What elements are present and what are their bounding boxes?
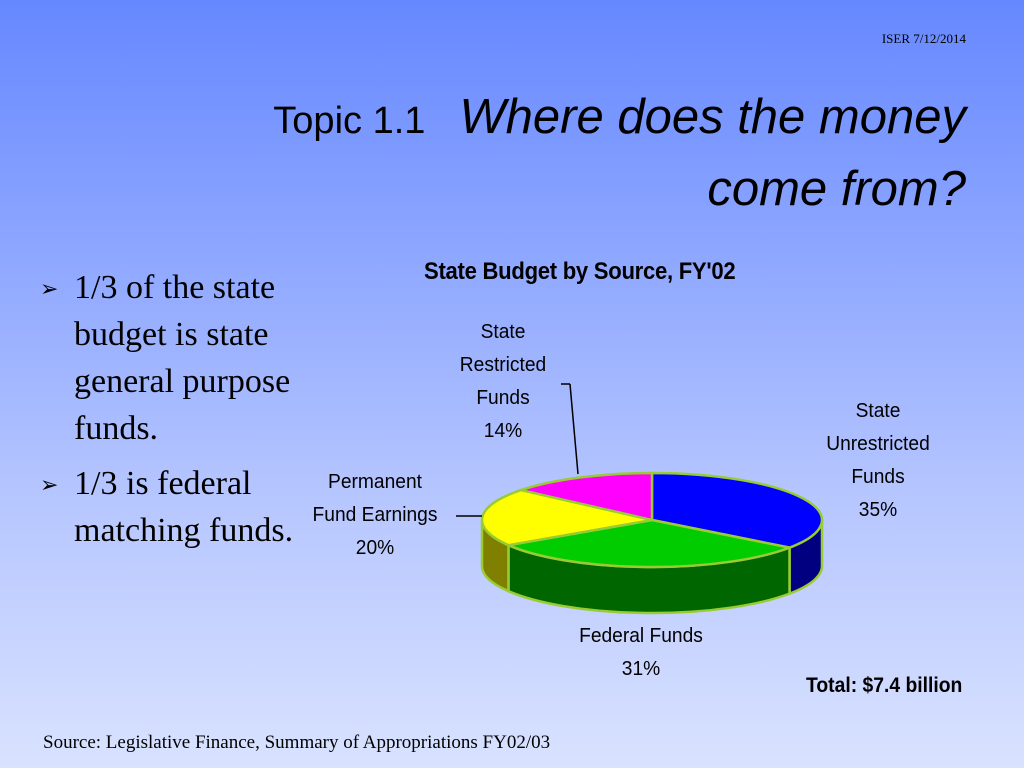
restricted-leader-line [569, 383, 579, 475]
bullet-text: 1/3 of the state budget is state general… [74, 269, 291, 447]
pie-slice [516, 471, 654, 522]
pie-slice [650, 471, 824, 549]
date-stamp: ISER 7/12/2014 [881, 31, 966, 46]
restricted-label: State Restricted Funds 14% [459, 321, 547, 442]
permanent-label: Permanent Fund Earnings 20% [312, 471, 438, 559]
slide-title: Topic 1.1 Where does the money come from? [146, 82, 966, 218]
title-question-line1: Where does the money [459, 90, 966, 144]
bullet-list: ➢ 1/3 of the state budget is state gener… [38, 264, 338, 562]
chart-title: State Budget by Source, FY'02 [424, 258, 736, 285]
arrow-bullet-icon: ➢ [40, 472, 59, 497]
topic-label: Topic 1.1 [273, 100, 426, 142]
bullet-item: ➢ 1/3 is federal matching funds. [38, 460, 338, 554]
pie-slice [480, 488, 653, 547]
unrestricted-label: State Unrestricted Funds 35% [826, 400, 930, 521]
source-footnote: Source: Legislative Finance, Summary of … [43, 732, 551, 753]
bullet-text: 1/3 is federal matching funds. [74, 465, 294, 549]
pie-slice [504, 518, 795, 569]
arrow-bullet-icon: ➢ [40, 276, 59, 301]
federal-label: Federal Funds 31% [579, 625, 703, 680]
title-question-line2: come from? [707, 162, 966, 216]
bullet-item: ➢ 1/3 of the state budget is state gener… [38, 264, 338, 452]
chart-total: Total: $7.4 billion [806, 674, 963, 697]
